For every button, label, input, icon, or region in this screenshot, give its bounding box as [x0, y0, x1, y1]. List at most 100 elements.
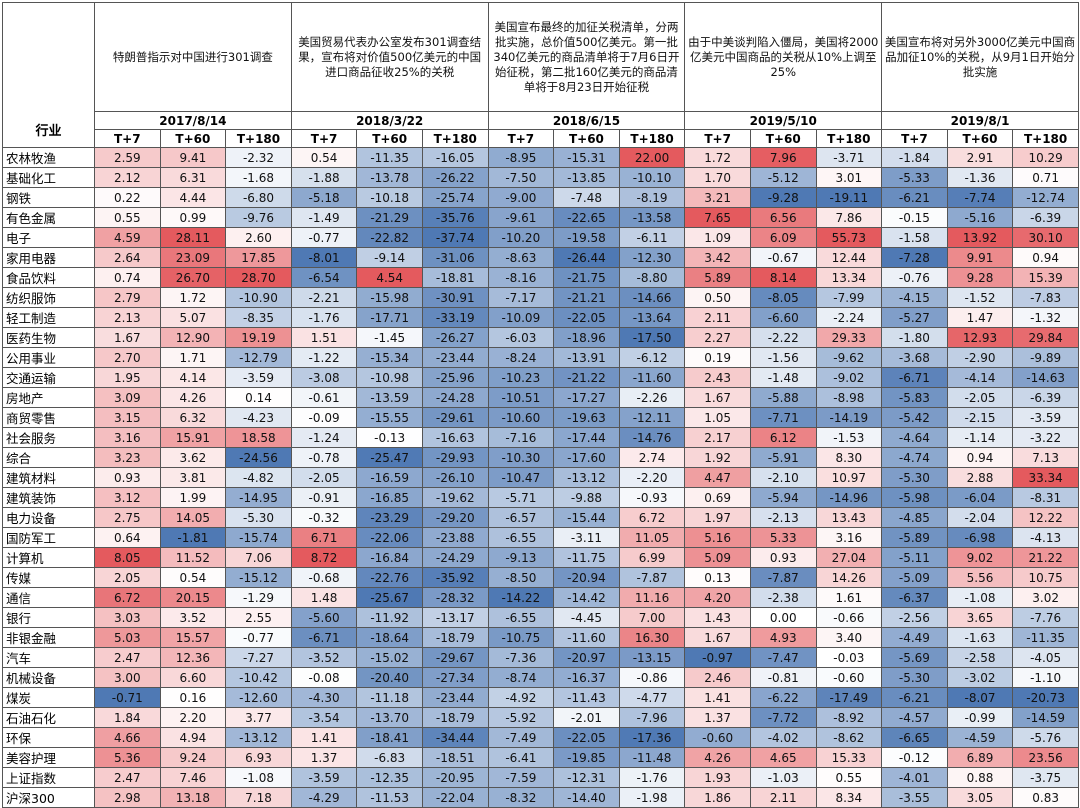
return-cell: 4.54 [356, 267, 423, 288]
industry-name: 公用事业 [2, 347, 95, 368]
event-date: 2018/6/15 [487, 111, 686, 130]
return-cell: -0.78 [290, 447, 358, 468]
return-cell: -5.30 [225, 507, 292, 528]
return-cell: 3.15 [94, 407, 161, 428]
return-cell: -3.75 [1012, 767, 1079, 788]
return-cell: 0.94 [1012, 247, 1079, 268]
return-cell: 4.94 [159, 727, 227, 748]
return-cell: -10.51 [487, 387, 555, 408]
return-cell: -0.71 [94, 687, 161, 708]
return-cell: 3.77 [225, 707, 292, 728]
return-cell: -9.13 [487, 547, 555, 568]
table-row: 通信 6.72 20.15 -1.29 1.48 -25.67 -28.32 -14.22 -1… [2, 587, 1079, 608]
return-cell: -2.26 [618, 387, 686, 408]
return-cell: -2.21 [290, 287, 358, 308]
return-cell: 2.27 [684, 327, 751, 348]
return-cell: -12.74 [1012, 187, 1079, 208]
return-cell: -18.96 [553, 327, 620, 348]
return-cell: 0.54 [159, 567, 227, 588]
return-cell: 11.16 [618, 587, 686, 608]
return-cell: -8.32 [487, 787, 555, 808]
return-cell: -4.64 [881, 427, 948, 448]
return-cell: -4.13 [1012, 527, 1079, 548]
return-cell: -3.59 [290, 767, 358, 788]
return-cell: -13.91 [553, 347, 620, 368]
return-cell: -11.92 [356, 607, 423, 628]
return-cell: -13.78 [356, 167, 423, 188]
return-cell: -8.07 [946, 687, 1014, 708]
return-cell: 23.09 [159, 247, 227, 268]
return-cell: -0.76 [881, 267, 948, 288]
return-cell: 33.34 [1012, 467, 1079, 488]
return-cell: 5.16 [684, 527, 751, 548]
return-cell: 3.05 [946, 787, 1014, 808]
return-cell: 8.34 [815, 787, 883, 808]
return-cell: -8.92 [815, 707, 883, 728]
return-cell: 2.05 [94, 567, 161, 588]
return-cell: 3.21 [684, 187, 751, 208]
horizon-header: T+180 [225, 129, 292, 148]
return-cell: -22.06 [356, 527, 423, 548]
return-cell: 2.47 [94, 767, 161, 788]
return-cell: -10.20 [487, 227, 555, 248]
return-cell: -8.19 [618, 187, 686, 208]
return-cell: 23.56 [1012, 747, 1079, 768]
return-cell: 17.85 [225, 247, 292, 268]
return-cell: 5.56 [946, 567, 1014, 588]
return-cell: -2.56 [881, 607, 948, 628]
return-cell: -5.18 [290, 187, 358, 208]
return-cell: -0.15 [881, 207, 948, 228]
industry-name: 环保 [2, 727, 95, 748]
return-cell: 12.44 [815, 247, 883, 268]
return-cell: -6.21 [881, 187, 948, 208]
return-cell: -5.09 [881, 567, 948, 588]
return-cell: -5.91 [749, 447, 817, 468]
return-cell: -13.85 [553, 167, 620, 188]
return-cell: -0.61 [290, 387, 358, 408]
industry-name: 商贸零售 [2, 407, 95, 428]
return-cell: -6.60 [749, 307, 817, 328]
return-cell: 1.92 [684, 447, 751, 468]
event-description: 美国宣布最终的加征关税清单，分两批实施，总价值500亿美元。第一批340亿美元的… [487, 2, 686, 112]
return-cell: -7.99 [815, 287, 883, 308]
return-cell: -14.66 [618, 287, 686, 308]
return-cell: -14.59 [1012, 707, 1079, 728]
table-row: 沪深300 2.98 13.18 7.18 -4.29 -11.53 -22.04 -8.32… [2, 787, 1079, 808]
return-cell: -4.29 [290, 787, 358, 808]
return-cell: -13.59 [356, 387, 423, 408]
industry-name: 综合 [2, 447, 95, 468]
return-cell: -5.83 [881, 387, 948, 408]
table-row: 综合 3.23 3.62 -24.56 -0.78 -25.47 -29.93 -10.30-… [2, 447, 1079, 468]
return-cell: -22.04 [421, 787, 489, 808]
return-cell: -1.48 [749, 367, 817, 388]
return-cell: -0.99 [946, 707, 1014, 728]
return-cell: -10.09 [487, 307, 555, 328]
return-cell: -16.63 [421, 427, 489, 448]
return-cell: -1.08 [225, 767, 292, 788]
return-cell: -8.74 [487, 667, 555, 688]
return-cell: 28.11 [159, 227, 227, 248]
return-cell: -3.59 [225, 367, 292, 388]
return-cell: -23.44 [421, 687, 489, 708]
return-cell: -29.20 [421, 507, 489, 528]
return-cell: -31.06 [421, 247, 489, 268]
return-cell: -4.05 [1012, 647, 1079, 668]
industry-name: 房地产 [2, 387, 95, 408]
return-cell: -1.10 [1012, 667, 1079, 688]
return-cell: -21.29 [356, 207, 423, 228]
return-cell: -4.77 [618, 687, 686, 708]
return-cell: 3.01 [815, 167, 883, 188]
return-cell: -4.85 [881, 507, 948, 528]
industry-name: 交通运输 [2, 367, 95, 388]
return-cell: -17.50 [618, 327, 686, 348]
return-cell: -5.89 [881, 527, 948, 548]
return-cell: 13.34 [815, 267, 883, 288]
return-cell: -6.03 [487, 327, 555, 348]
industry-name: 电力设备 [2, 507, 95, 528]
return-cell: -10.42 [225, 667, 292, 688]
return-cell: -15.12 [225, 567, 292, 588]
return-cell: -0.32 [290, 507, 358, 528]
return-cell: 5.07 [159, 307, 227, 328]
return-cell: -13.64 [618, 307, 686, 328]
